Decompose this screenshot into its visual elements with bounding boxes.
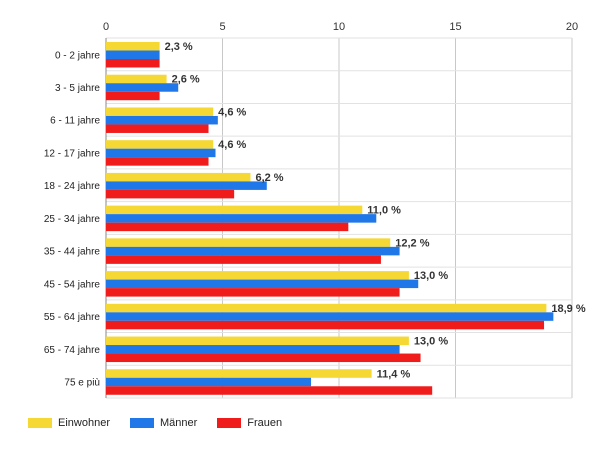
bar-frauen: [106, 222, 349, 232]
category-label: 18 - 24 jahre: [44, 181, 101, 192]
data-label: 11,4 %: [377, 368, 411, 380]
bar-einwohner: [106, 107, 214, 116]
bar-einwohner: [106, 172, 251, 182]
legend: Einwohner Männer Frauen: [28, 417, 282, 429]
bar-einwohner: [106, 369, 372, 378]
legend-label: Männer: [159, 417, 198, 429]
bar-m-nner: [106, 115, 218, 125]
x-tick-label: 10: [333, 21, 345, 33]
bar-frauen: [106, 320, 545, 330]
data-label: 13,0 %: [414, 270, 448, 282]
bar-frauen: [106, 59, 160, 68]
category-label: 55 - 64 jahre: [44, 312, 101, 323]
bar-m-nner: [106, 246, 400, 256]
category-label: 35 - 44 jahre: [44, 247, 101, 258]
bar-einwohner: [106, 303, 547, 313]
bar-einwohner: [106, 336, 409, 346]
legend-item: Frauen: [217, 417, 282, 429]
category-label: 0 - 2 jahre: [55, 50, 100, 61]
bar-einwohner: [106, 74, 167, 84]
legend-item: Männer: [129, 417, 198, 429]
bar-einwohner: [106, 238, 391, 247]
data-label: 11,0 %: [367, 205, 401, 217]
bar-m-nner: [106, 181, 267, 190]
x-tick-label: 5: [219, 21, 225, 33]
data-label: 6,2 %: [255, 172, 283, 184]
bar-einwohner: [106, 271, 409, 280]
data-label: 2,3 %: [165, 41, 193, 53]
category-label: 65 - 74 jahre: [44, 345, 101, 356]
category-label: 75 e più: [64, 378, 100, 389]
x-tick-label: 20: [566, 21, 578, 33]
bar-m-nner: [106, 279, 419, 289]
bar-m-nner: [106, 377, 312, 387]
bar-einwohner: [106, 140, 214, 149]
bar-frauen: [106, 386, 433, 395]
bar-einwohner: [106, 205, 363, 215]
data-label: 4,6 %: [218, 106, 246, 118]
bar-frauen: [106, 288, 400, 297]
bar-frauen: [106, 189, 235, 199]
x-tick-label: 0: [103, 21, 109, 33]
legend-swatch: [217, 418, 242, 428]
category-label: 3 - 5 jahre: [55, 83, 100, 94]
bar-m-nner: [106, 312, 554, 321]
bar-frauen: [106, 255, 381, 264]
category-label: 25 - 34 jahre: [44, 214, 101, 225]
bar-frauen: [106, 91, 160, 101]
data-label: 4,6 %: [218, 139, 246, 151]
data-label: 18,9 %: [551, 303, 585, 315]
bar-m-nner: [106, 148, 216, 158]
bar-m-nner: [106, 83, 179, 92]
legend-label: Frauen: [247, 417, 283, 429]
legend-label: Einwohner: [58, 417, 110, 429]
category-label: 6 - 11 jahre: [50, 116, 100, 127]
x-tick-label: 15: [449, 21, 461, 33]
data-label: 13,0 %: [414, 336, 448, 348]
bar-m-nner: [106, 50, 160, 59]
bar-frauen: [106, 124, 209, 133]
category-label: 12 - 17 jahre: [44, 148, 101, 159]
legend-swatch: [28, 418, 52, 428]
legend-swatch: [129, 418, 154, 428]
category-label: 45 - 54 jahre: [44, 279, 101, 290]
bar-m-nner: [106, 214, 377, 223]
bar-m-nner: [106, 345, 400, 354]
bar-frauen: [106, 157, 209, 166]
legend-item: Einwohner: [28, 417, 110, 429]
data-label: 2,6 %: [172, 74, 200, 86]
data-label: 12,2 %: [395, 237, 429, 249]
bar-einwohner: [106, 42, 160, 51]
bar-frauen: [106, 353, 421, 363]
